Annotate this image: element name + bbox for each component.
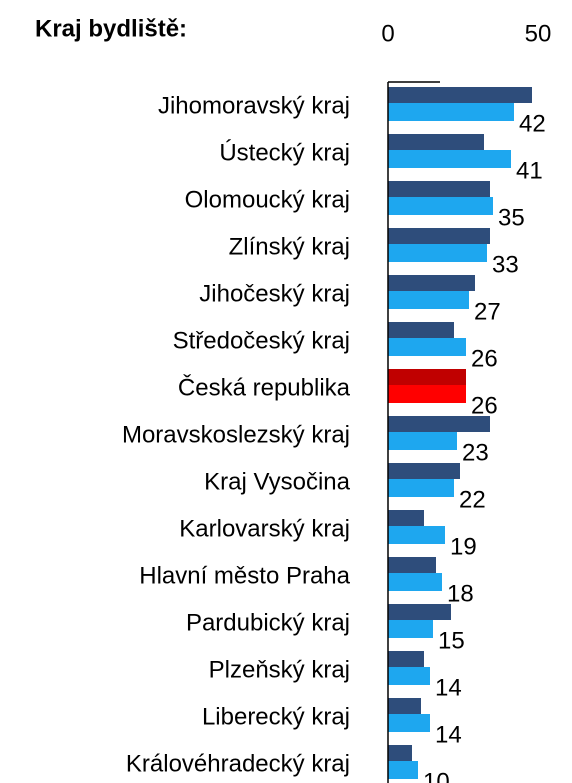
data-label: 26 [471, 345, 498, 372]
category-label: Kraj Vysočina [204, 468, 350, 495]
data-label: 14 [435, 721, 462, 748]
bar [388, 385, 466, 403]
data-label: 19 [450, 533, 477, 560]
category-label: Ústecký kraj [219, 139, 350, 166]
x-tick-label: 50 [525, 20, 552, 47]
bar [388, 604, 451, 620]
bar [388, 526, 445, 544]
category-label: Jihočeský kraj [199, 280, 350, 307]
data-label: 42 [519, 110, 546, 137]
data-label: 23 [462, 439, 489, 466]
bar [388, 416, 490, 432]
bar [388, 651, 424, 667]
data-label: 27 [474, 298, 501, 325]
data-label: 15 [438, 627, 465, 654]
data-label: 22 [459, 486, 486, 513]
data-label: 26 [471, 392, 498, 419]
category-label: Moravskoslezský kraj [122, 421, 350, 448]
bar [388, 557, 436, 573]
chart-title: Kraj bydliště: [35, 15, 187, 42]
bar [388, 745, 412, 761]
category-label: Česká republika [178, 373, 351, 401]
bar [388, 510, 424, 526]
data-label: 10 [423, 768, 450, 783]
data-label: 14 [435, 674, 462, 701]
x-tick-label: 0 [381, 20, 394, 47]
data-label: 18 [447, 580, 474, 607]
bar [388, 322, 454, 338]
data-label: 33 [492, 251, 519, 278]
bar [388, 620, 433, 638]
category-label: Hlavní město Praha [139, 562, 350, 589]
bar [388, 573, 442, 591]
bar [388, 291, 469, 309]
bar [388, 463, 460, 479]
bar [388, 103, 514, 121]
category-label: Liberecký kraj [202, 703, 350, 730]
bar [388, 714, 430, 732]
bar [388, 338, 466, 356]
category-label: Karlovarský kraj [179, 515, 350, 542]
bar [388, 479, 454, 497]
category-label: Pardubický kraj [186, 609, 350, 636]
bar [388, 432, 457, 450]
category-label: Středočeský kraj [173, 327, 350, 354]
data-label: 35 [498, 204, 525, 231]
bar [388, 761, 418, 779]
bar [388, 150, 511, 168]
bar [388, 244, 487, 262]
bar [388, 181, 490, 197]
category-label: Zlínský kraj [229, 233, 350, 260]
category-label: Plzeňský kraj [209, 656, 350, 683]
data-label: 41 [516, 157, 543, 184]
bar [388, 275, 475, 291]
category-label: Jihomoravský kraj [158, 92, 350, 119]
bar [388, 134, 484, 150]
bar [388, 197, 493, 215]
category-label: Olomoucký kraj [185, 186, 350, 213]
category-label: Královéhradecký kraj [126, 750, 350, 777]
bar [388, 87, 532, 103]
bar [388, 698, 421, 714]
bar [388, 369, 466, 385]
bar [388, 228, 490, 244]
bar [388, 667, 430, 685]
